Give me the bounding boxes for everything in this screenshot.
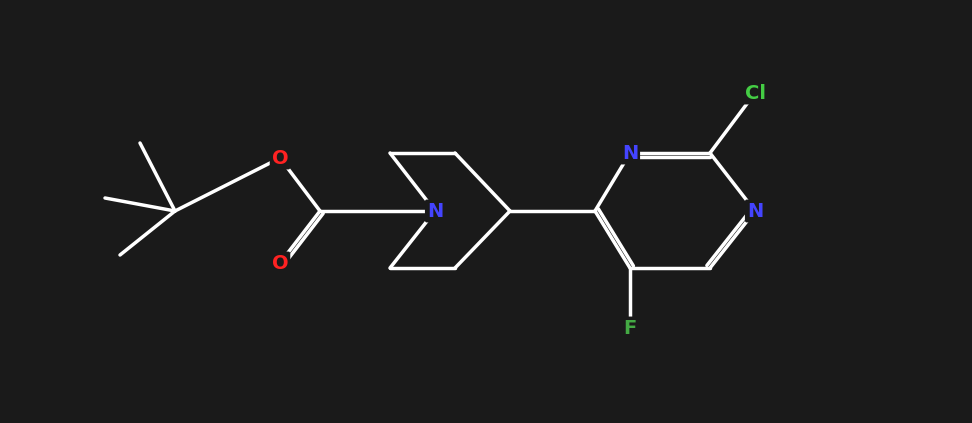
- Text: N: N: [622, 143, 639, 162]
- Text: N: N: [746, 201, 763, 220]
- Text: N: N: [427, 201, 443, 220]
- Text: F: F: [623, 319, 637, 338]
- Text: O: O: [272, 253, 289, 272]
- Text: Cl: Cl: [745, 83, 766, 102]
- Text: O: O: [272, 148, 289, 168]
